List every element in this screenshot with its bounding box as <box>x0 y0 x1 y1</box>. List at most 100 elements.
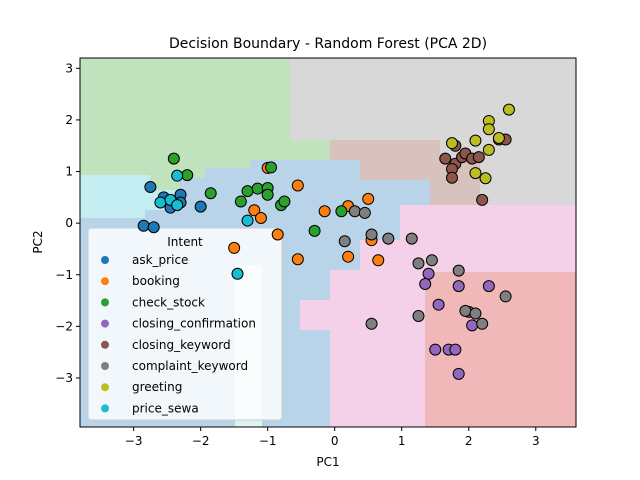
x-tick-label: 1 <box>398 434 406 448</box>
point-complaint-keyword <box>412 257 425 270</box>
y-tick-label: −2 <box>55 319 73 333</box>
point-price-sewa <box>171 169 184 182</box>
point-greeting <box>492 131 505 144</box>
point-complaint-keyword <box>476 317 489 330</box>
point-check-stock <box>335 205 348 218</box>
point-check-stock <box>234 195 247 208</box>
point-booking <box>271 228 284 241</box>
point-complaint-keyword <box>382 232 395 245</box>
point-ask-price <box>144 181 157 194</box>
point-complaint-keyword <box>425 254 438 267</box>
point-price-sewa <box>171 199 184 212</box>
point-complaint-keyword <box>469 307 482 320</box>
point-check-stock <box>167 152 180 165</box>
point-complaint-keyword <box>365 317 378 330</box>
point-closing-confirmation <box>422 267 435 280</box>
x-tick-label: 0 <box>331 434 339 448</box>
point-closing-confirmation <box>432 298 445 311</box>
legend-label-ask-price: ask_price <box>132 253 188 267</box>
point-closing-confirmation <box>452 367 465 380</box>
point-price-sewa <box>241 214 254 227</box>
region-greeting <box>290 58 576 205</box>
y-tick-label: 2 <box>65 113 73 127</box>
point-check-stock <box>261 188 274 201</box>
point-complaint-keyword <box>405 232 418 245</box>
point-complaint-keyword <box>365 228 378 241</box>
point-check-stock <box>308 224 321 237</box>
legend-marker-price-sewa <box>101 404 109 413</box>
point-greeting <box>502 103 515 116</box>
x-tick-label: 2 <box>465 434 473 448</box>
point-closing-confirmation <box>419 278 432 291</box>
point-check-stock <box>204 187 217 200</box>
x-tick-label: −3 <box>125 434 143 448</box>
y-tick-label: 0 <box>65 216 73 230</box>
point-complaint-keyword <box>452 264 465 277</box>
point-booking <box>362 192 375 205</box>
point-closing-keyword <box>446 171 458 184</box>
y-axis: −3 −2 −1 0 1 2 3 <box>55 61 80 385</box>
point-complaint-keyword <box>358 206 371 219</box>
point-check-stock <box>181 169 194 182</box>
legend-label-complaint-keyword: complaint_keyword <box>132 359 248 373</box>
x-tick-label: −1 <box>259 434 277 448</box>
point-greeting <box>469 134 482 147</box>
point-ask-price <box>147 221 160 234</box>
point-closing-confirmation <box>482 280 495 293</box>
point-check-stock <box>265 161 278 174</box>
point-booking <box>342 250 355 263</box>
point-complaint-keyword <box>412 310 425 323</box>
legend-marker-booking <box>101 277 109 286</box>
legend-label-closing-keyword: closing_keyword <box>132 338 231 352</box>
point-ask-price <box>194 200 207 213</box>
legend-label-greeting: greeting <box>132 380 182 394</box>
point-price-sewa <box>154 196 167 209</box>
point-greeting <box>469 167 482 180</box>
legend-marker-closing-keyword <box>101 340 109 349</box>
point-greeting <box>482 143 495 156</box>
point-check-stock <box>278 195 291 208</box>
region-check-stock <box>80 58 330 190</box>
point-closing-confirmation <box>452 280 465 293</box>
x-axis: −3 −2 −1 0 1 2 3 <box>125 427 540 448</box>
legend-marker-complaint-keyword <box>101 362 109 370</box>
legend-marker-closing-confirmation <box>101 319 109 328</box>
point-booking <box>372 254 385 267</box>
chart-title: Decision Boundary - Random Forest (PCA 2… <box>169 36 487 52</box>
y-axis-title: PC2 <box>31 230 45 253</box>
point-booking <box>254 211 267 224</box>
legend-label-booking: booking <box>132 274 180 288</box>
point-greeting <box>479 172 492 185</box>
legend-marker-check-stock <box>101 298 109 307</box>
legend-label-check-stock: check_stock <box>132 295 205 309</box>
point-booking <box>248 204 261 217</box>
point-closing-keyword <box>439 152 452 165</box>
point-complaint-keyword <box>459 304 472 317</box>
y-tick-label: −1 <box>55 268 73 282</box>
point-complaint-keyword <box>499 290 512 303</box>
point-closing-confirmation <box>466 319 479 332</box>
legend-marker-greeting <box>101 383 109 392</box>
point-closing-confirmation <box>429 343 442 356</box>
point-greeting <box>446 137 458 150</box>
point-booking <box>291 253 304 266</box>
legend-label-price-sewa: price_sewa <box>132 401 199 415</box>
x-tick-label: 3 <box>532 434 540 448</box>
point-closing-keyword <box>472 151 485 164</box>
point-booking <box>291 179 304 192</box>
legend-title: Intent <box>167 235 203 249</box>
point-closing-keyword <box>476 193 489 206</box>
x-axis-title: PC1 <box>316 455 339 469</box>
point-booking <box>318 205 331 218</box>
point-greeting <box>482 123 495 136</box>
point-check-stock <box>251 182 264 195</box>
legend-label-closing-confirmation: closing_confirmation <box>132 317 256 331</box>
point-booking <box>228 241 241 254</box>
point-complaint-keyword <box>338 235 351 248</box>
region-closing-keyword <box>330 140 480 205</box>
legend-marker-ask-price <box>101 256 109 264</box>
region-price-sewa <box>80 175 180 218</box>
y-tick-label: −3 <box>55 371 73 385</box>
